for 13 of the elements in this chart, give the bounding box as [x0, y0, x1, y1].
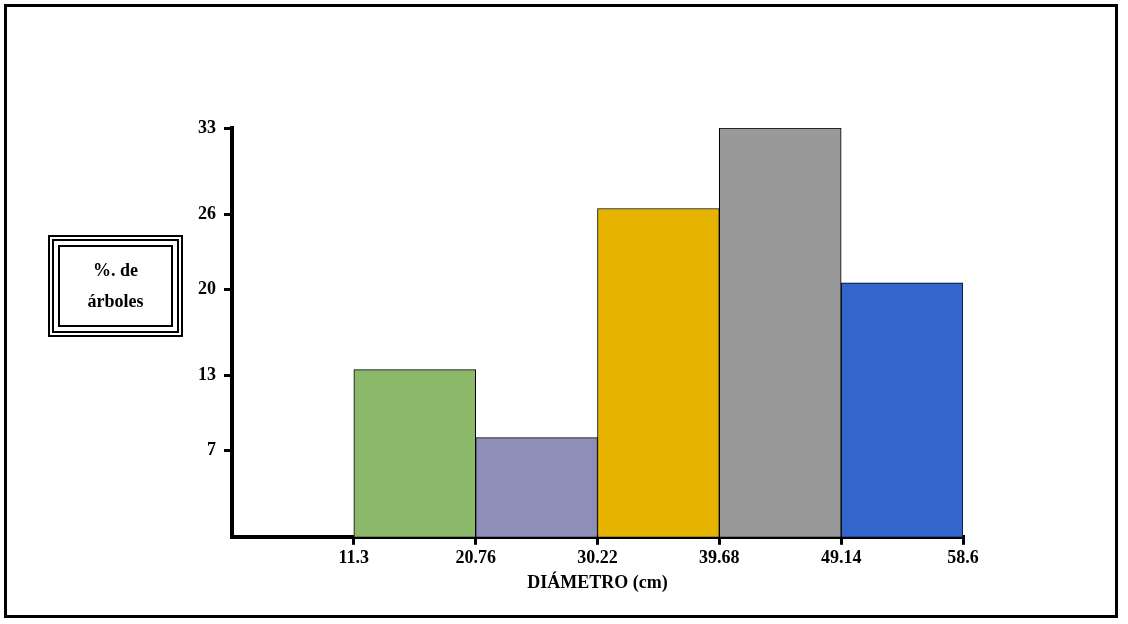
x-tick-label: 39.68 [699, 547, 740, 568]
y-tick-label: 26 [198, 203, 216, 224]
x-tick-label: 49.14 [820, 547, 862, 568]
x-tick-label: 11.3 [338, 547, 370, 568]
x-tick-label: 58.6 [947, 547, 979, 568]
y-tick-label: 7 [207, 438, 216, 459]
y-tick-label: 13 [198, 364, 216, 385]
x-axis-title: DIÁMETRO (cm) [527, 570, 668, 593]
y-axis-title: %. de árboles [48, 235, 183, 337]
y-tick-label: 33 [198, 116, 216, 137]
x-tick-label: 30.22 [577, 547, 618, 568]
y-tick-label: 20 [198, 277, 216, 298]
x-tick-label: 20.76 [455, 547, 496, 568]
